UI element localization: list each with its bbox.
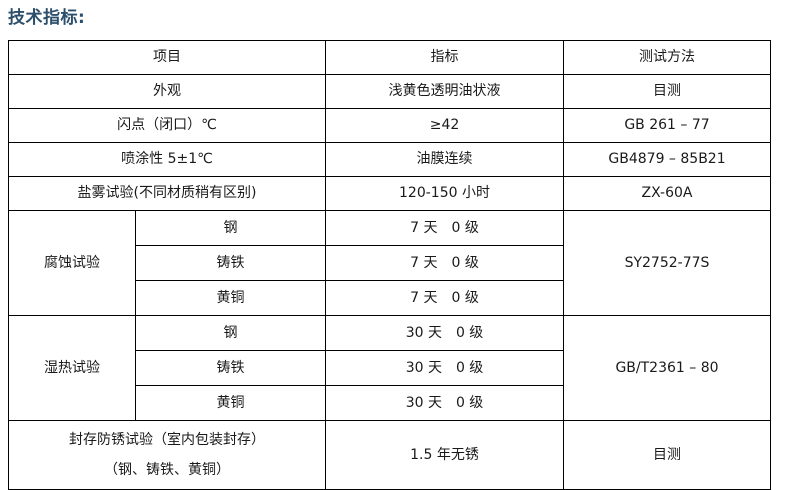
- row-method-value: ZX-60A: [563, 176, 771, 211]
- row-index-value: 30 天 0 级: [325, 315, 564, 351]
- row-method-value: 目测: [563, 74, 771, 109]
- table-row: 腐蚀试验 钢 7 天 0 级 SY2752-77S: [8, 210, 771, 316]
- row-item-label-line2: （钢、铸铁、黄铜）: [104, 462, 230, 478]
- row-method-value: GB 261 – 77: [563, 108, 771, 143]
- table-row: 外观 浅黄色透明油状液 目测: [8, 74, 771, 109]
- technical-specifications-table: 项目 指标 测试方法 外观 浅黄色透明油状液 目测 闪点（闭口）℃ ≥42 GB…: [8, 40, 771, 490]
- row-item-label-line1: 封存防锈试验（室内包装封存）: [69, 432, 265, 448]
- row-index-value: 油膜连续: [325, 142, 564, 177]
- row-item-label: 封存防锈试验（室内包装封存） （钢、铸铁、黄铜）: [8, 420, 326, 490]
- table-row: 封存防锈试验（室内包装封存） （钢、铸铁、黄铜） 1.5 年无锈 目测: [8, 420, 771, 490]
- material-label: 铸铁: [135, 245, 326, 281]
- table-row: 黄铜 7 天 0 级: [9, 280, 771, 316]
- row-index-value: ≥42: [325, 108, 564, 143]
- row-method-value: GB/T2361 – 80: [563, 315, 771, 421]
- table-row: 湿热试验 钢 30 天 0 级 GB/T2361 – 80: [8, 315, 771, 421]
- row-method-value: SY2752-77S: [563, 210, 771, 316]
- column-header-index: 指标: [325, 40, 564, 75]
- table-row: 铸铁 30 天 0 级: [9, 350, 771, 386]
- material-label: 钢: [135, 210, 326, 246]
- row-index-value: 7 天 0 级: [325, 210, 564, 246]
- row-index-value: 30 天 0 级: [325, 385, 564, 421]
- table-row: 闪点（闭口）℃ ≥42 GB 261 – 77: [8, 108, 771, 143]
- material-label: 黄铜: [135, 280, 326, 316]
- table-row: 铸铁 7 天 0 级: [9, 245, 771, 281]
- table-row: 黄铜 30 天 0 级: [9, 385, 771, 421]
- material-label: 钢: [135, 315, 326, 351]
- row-index-value: 7 天 0 级: [325, 245, 564, 281]
- row-item-label: 外观: [8, 74, 326, 109]
- row-index-value: 1.5 年无锈: [325, 420, 564, 490]
- group-label-humidity: 湿热试验: [8, 315, 136, 421]
- row-method-value: GB4879 – 85B21: [563, 142, 771, 177]
- row-index-value: 30 天 0 级: [325, 350, 564, 386]
- table-row: 盐雾试验(不同材质稍有区别) 120-150 小时 ZX-60A: [8, 176, 771, 211]
- row-item-label: 闪点（闭口）℃: [8, 108, 326, 143]
- row-method-value: 目测: [563, 420, 771, 490]
- page-title: 技术指标:: [8, 8, 86, 28]
- material-label: 黄铜: [135, 385, 326, 421]
- table-header-row: 项目 指标 测试方法: [8, 40, 771, 75]
- row-item-label: 喷涂性 5±1℃: [8, 142, 326, 177]
- column-header-item: 项目: [8, 40, 326, 75]
- row-index-value: 7 天 0 级: [325, 280, 564, 316]
- material-label: 铸铁: [135, 350, 326, 386]
- spec-table-container: 项目 指标 测试方法 外观 浅黄色透明油状液 目测 闪点（闭口）℃ ≥42 GB…: [8, 40, 771, 490]
- row-item-label: 盐雾试验(不同材质稍有区别): [8, 176, 326, 211]
- row-index-value: 浅黄色透明油状液: [325, 74, 564, 109]
- column-header-method: 测试方法: [563, 40, 771, 75]
- table-row: 喷涂性 5±1℃ 油膜连续 GB4879 – 85B21: [8, 142, 771, 177]
- group-label-corrosion: 腐蚀试验: [8, 210, 136, 316]
- row-index-value: 120-150 小时: [325, 176, 564, 211]
